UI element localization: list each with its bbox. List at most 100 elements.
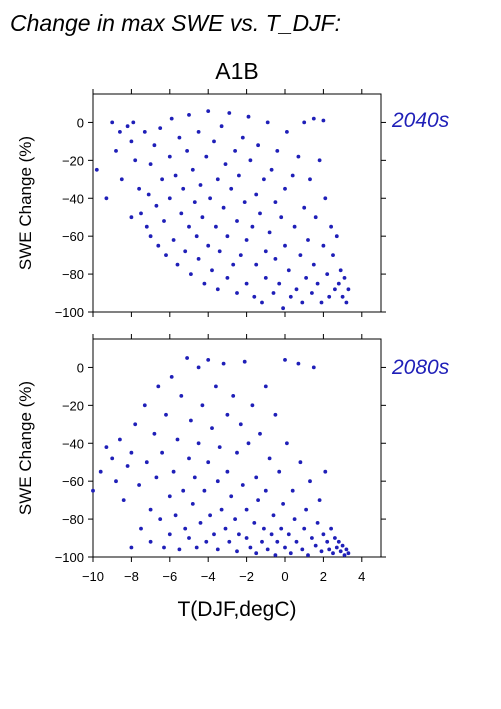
y-tick-label: −60 <box>62 229 84 244</box>
data-point <box>277 469 282 474</box>
data-point <box>233 517 238 521</box>
data-point <box>302 120 307 125</box>
data-point <box>160 450 165 455</box>
data-point <box>331 551 335 556</box>
data-point <box>215 547 220 552</box>
data-point <box>129 450 134 455</box>
data-point <box>244 507 249 512</box>
data-point <box>227 539 232 544</box>
data-point <box>210 426 214 430</box>
data-point <box>164 253 168 257</box>
data-point <box>254 262 259 267</box>
data-point <box>183 249 188 254</box>
data-point <box>104 196 109 201</box>
data-point <box>91 488 95 493</box>
data-point <box>256 143 260 148</box>
data-point <box>142 130 147 134</box>
data-point <box>263 249 268 254</box>
data-point <box>217 445 222 449</box>
data-point <box>118 437 122 442</box>
data-point <box>263 384 268 389</box>
data-point <box>269 532 274 537</box>
data-point <box>283 358 287 362</box>
data-point <box>237 173 241 178</box>
data-point <box>310 291 314 295</box>
data-point <box>198 521 203 525</box>
panel-2040s: 0 −20 −40 −60 −80 −100 SWE Change (%) 2040s <box>16 89 450 320</box>
data-point <box>229 186 234 191</box>
scatter-points <box>94 109 351 311</box>
data-point <box>308 479 312 484</box>
data-point <box>279 526 284 531</box>
data-point <box>283 243 287 248</box>
data-point <box>283 186 287 191</box>
data-point <box>225 469 230 474</box>
data-point <box>142 403 147 408</box>
data-point <box>334 234 339 239</box>
data-point <box>192 475 197 480</box>
y-tick-label: 0 <box>77 360 84 375</box>
data-point <box>310 536 314 540</box>
data-point <box>164 412 168 417</box>
data-point <box>215 287 220 292</box>
data-point <box>171 238 176 242</box>
figure-title: Change in max SWE vs. T_DJF: <box>10 10 341 36</box>
data-point <box>152 431 157 436</box>
data-point <box>262 177 266 182</box>
x-tick-label: 0 <box>281 569 288 584</box>
data-point <box>267 456 272 461</box>
data-point <box>285 130 289 134</box>
data-point <box>296 361 301 366</box>
data-point <box>214 224 218 229</box>
data-point <box>342 553 347 557</box>
data-point <box>265 120 270 125</box>
data-point <box>246 441 251 446</box>
data-point <box>281 502 285 506</box>
data-point <box>219 124 224 129</box>
data-point <box>206 358 211 362</box>
data-point <box>139 526 143 531</box>
data-point <box>271 291 276 295</box>
data-point <box>118 130 122 134</box>
data-point <box>248 545 253 550</box>
data-point <box>139 211 143 216</box>
data-point <box>306 553 310 557</box>
data-point <box>252 294 257 299</box>
data-point <box>114 149 118 153</box>
data-point <box>169 375 174 379</box>
data-point <box>202 488 207 493</box>
y-tick-label: −40 <box>62 436 84 451</box>
data-point <box>252 521 257 525</box>
data-point <box>311 116 316 121</box>
data-point <box>273 412 278 417</box>
data-point <box>177 135 182 140</box>
y-tick-label: −40 <box>62 191 84 206</box>
data-point <box>338 549 343 554</box>
panel-label: 2080s <box>391 356 450 379</box>
data-point <box>154 475 159 480</box>
data-point <box>235 219 239 223</box>
data-point <box>263 488 268 493</box>
data-point <box>104 445 109 449</box>
data-point <box>315 521 320 525</box>
data-point <box>262 526 266 531</box>
data-point <box>238 253 243 257</box>
data-point <box>156 384 161 389</box>
data-point <box>196 130 201 134</box>
data-point <box>212 139 216 144</box>
data-point <box>344 547 349 552</box>
scatter-points <box>91 356 351 557</box>
data-point <box>110 456 115 461</box>
x-tick-label: −2 <box>239 569 254 584</box>
data-point <box>158 126 163 130</box>
data-point <box>235 450 239 455</box>
data-point <box>125 464 130 468</box>
data-point <box>169 116 174 121</box>
data-point <box>267 230 272 235</box>
data-point <box>240 135 245 140</box>
y-tick-label: −20 <box>62 153 84 168</box>
data-point <box>129 139 134 144</box>
data-point <box>242 200 247 205</box>
data-point <box>244 281 249 286</box>
